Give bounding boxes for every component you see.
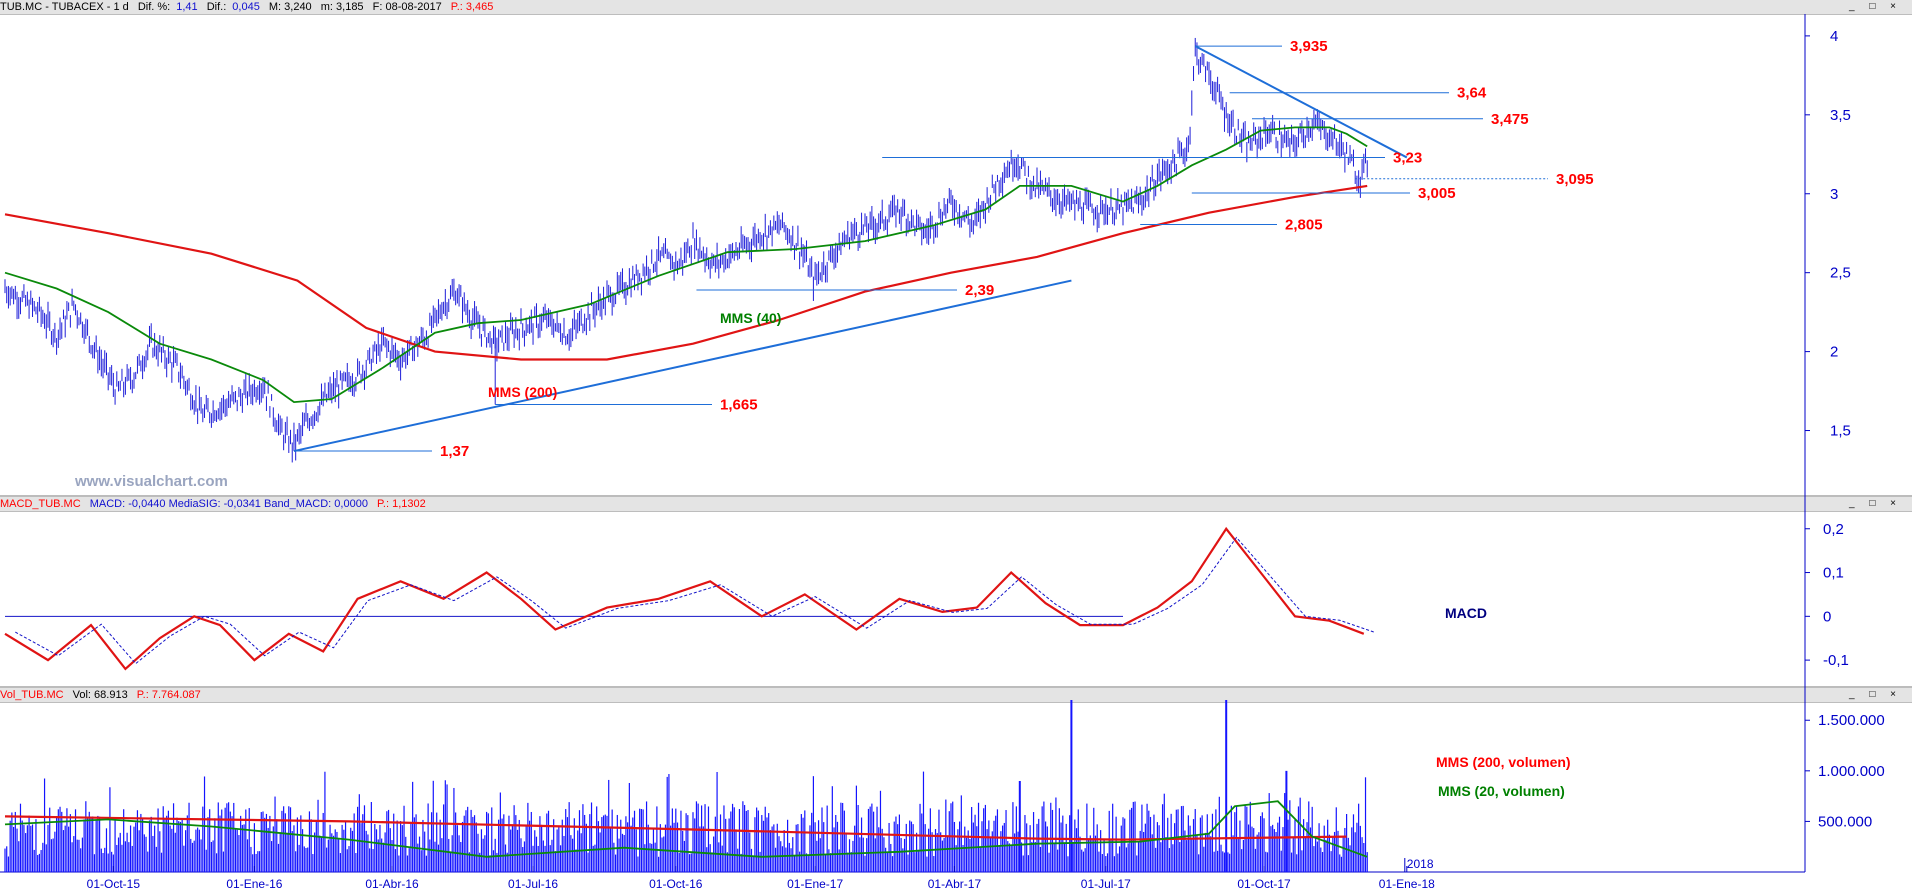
watermark-text: www.visualchart.com [74,473,228,490]
macd-signal-line [15,536,1375,665]
y-tick-label: 2,5 [1830,265,1851,282]
level-label: 1,665 [720,396,758,413]
y-tick-label: 4 [1830,28,1838,45]
min-value: m: 3,185 [320,1,364,13]
macd-panel-header: MACD_TUB.MC MACD: -0,0440 MediaSIG: -0,0… [0,497,1912,512]
level-label: 3,23 [1393,149,1422,166]
y-tick-label: 2 [1830,344,1838,361]
level-label: 3,935 [1290,38,1328,55]
volume-indicator-name: Vol_TUB.MC [0,689,64,701]
axes: 4 3,5 3 2,5 2 1,5 0,2 0,1 0 -0,1 1.500.000 1.000.00… [87,28,1885,891]
sma40-label: MMS (40) [720,310,781,326]
sma200-line [4,184,1368,361]
level-label: 3,64 [1457,85,1487,102]
volume-sma20-line [4,800,1368,858]
x-tick-label: 01-Abr-16 [365,877,419,891]
date-value: F: 08-08-2017 [372,1,442,13]
volume-panel-header: Vol_TUB.MC Vol: 68.913 P.: 7.764.087 _ □… [0,688,1912,703]
x-tick-label: 01-Ene-17 [787,877,843,891]
sma40-line [4,126,1368,404]
volume-value: Vol: 68.913 [72,689,128,701]
x-tick-label: 01-Ene-18 [1379,877,1435,891]
x-tick-label: 01-Jul-16 [508,877,558,891]
dif-pct-value: 1,41 [176,1,198,13]
x-tick-label: 01-Ene-16 [226,877,282,891]
y-tick-label: 0,2 [1823,521,1844,538]
macd-line [4,526,1365,671]
symbol-label: TUB.MC - TUBACEX - 1 d [0,1,129,13]
dif-value: 0,045 [232,1,260,13]
price-plot: 3,935 3,643,475 3,23 3,095 3,005 2,805 2,39 1,6… [4,37,1594,463]
sma200-label: MMS (200) [488,384,557,400]
price-panel-header: TUB.MC - TUBACEX - 1 d Dif. %: 1,41 Dif.:… [0,0,1912,15]
x-tick-label: 01-Jul-17 [1081,877,1131,891]
level-label: 3,005 [1418,185,1456,202]
volume-plot: MMS (200, volumen) MMS (20, volumen) [4,700,1571,872]
y-tick-label: 1.000.000 [1818,763,1885,780]
last-price-value: P.: 3,465 [450,1,494,13]
dif-pct-label: Dif. %: [137,1,171,13]
dif-label: Dif.: [206,1,227,13]
y-tick-label: 1.500.000 [1818,712,1885,729]
y-tick-label: 3 [1830,186,1838,203]
volume-p-value: P.: 7.764.087 [136,689,201,701]
level-label: 3,095 [1556,171,1594,188]
y-tick-label: 3,5 [1830,107,1851,124]
max-value: M: 3,240 [268,1,312,13]
volume-sma20-label: MMS (20, volumen) [1438,783,1565,799]
macd-label: MACD [1445,605,1487,621]
macd-window-controls[interactable]: _ □ × [1849,498,1902,509]
level-label: 3,475 [1491,111,1529,128]
macd-p-value: P.: 1,1302 [377,498,426,510]
y-tick-label: 0,1 [1823,565,1844,582]
window-controls[interactable]: _ □ × [1849,1,1902,12]
y-tick-label: 500.000 [1818,813,1872,830]
macd-indicator-name: MACD_TUB.MC [0,498,81,510]
level-label: 1,37 [440,443,469,460]
macd-plot: MACD [4,526,1487,671]
y-tick-label: -0,1 [1823,652,1849,669]
y-tick-label: 0 [1823,608,1831,625]
x-tick-label: 01-Abr-17 [928,877,982,891]
x-tick-label: 01-Oct-17 [1237,877,1291,891]
volume-window-controls[interactable]: _ □ × [1849,689,1902,700]
x-tick-label: 01-Oct-15 [87,877,141,891]
macd-values: MACD: -0,0440 MediaSIG: -0,0341 Band_MAC… [89,498,368,510]
x-tick-label: 01-Oct-16 [649,877,703,891]
y-tick-label: 1,5 [1830,423,1851,440]
year-marker-label: 2018 [1407,857,1434,871]
support-trendline [293,279,1072,453]
level-label: 2,39 [965,282,994,299]
resistance-trendline [1194,45,1408,159]
level-label: 2,805 [1285,217,1323,234]
volume-sma200-label: MMS (200, volumen) [1436,754,1571,770]
